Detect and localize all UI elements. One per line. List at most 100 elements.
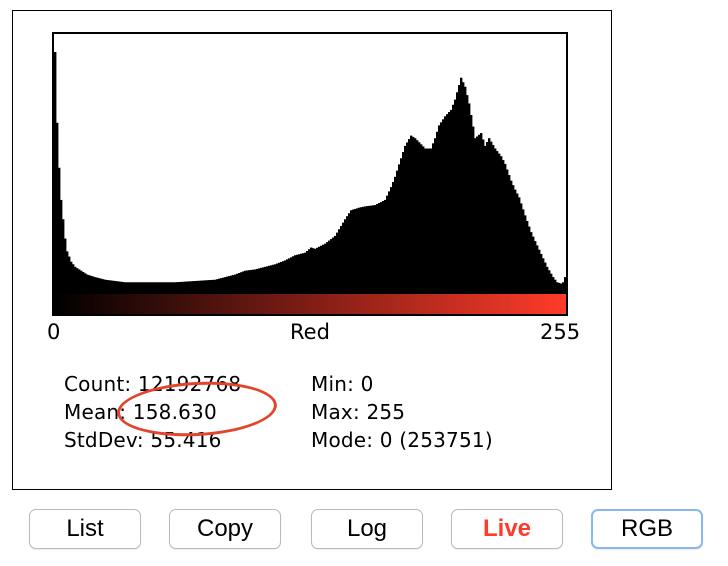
mean-value: 158.630 xyxy=(132,400,217,424)
histogram-bar xyxy=(178,282,181,290)
histogram-bar xyxy=(424,148,427,290)
histogram-bar xyxy=(524,215,527,290)
histogram-bar xyxy=(76,268,79,290)
axis-max-label: 255 xyxy=(540,320,581,344)
histogram-bar xyxy=(518,197,521,290)
histogram-bar xyxy=(316,247,319,290)
histogram-bar xyxy=(548,270,551,290)
histogram-bar xyxy=(474,138,477,290)
histogram-bar xyxy=(66,251,69,290)
histogram-bar xyxy=(94,277,97,290)
histogram-bar xyxy=(466,95,469,290)
histogram-bar xyxy=(340,225,343,290)
histogram-bar xyxy=(446,114,449,290)
histogram-bar xyxy=(504,163,507,290)
histogram-bar xyxy=(306,250,309,290)
axis-min-label: 0 xyxy=(47,320,61,344)
histogram-bar xyxy=(168,282,171,290)
histogram-bar xyxy=(206,280,209,290)
histogram-bar xyxy=(468,103,471,290)
histogram-bar xyxy=(256,268,259,290)
histogram-bar xyxy=(112,280,115,290)
histogram-bar xyxy=(116,281,119,290)
red-gradient-bar xyxy=(52,292,568,316)
histogram-bar xyxy=(384,199,387,290)
mode-label: Mode: xyxy=(311,428,374,452)
histogram-bar xyxy=(312,248,315,290)
histogram-bar xyxy=(156,282,159,290)
histogram-bar xyxy=(336,232,339,290)
histogram-bar xyxy=(190,281,193,290)
histogram-bar xyxy=(68,256,71,290)
list-button[interactable]: List xyxy=(29,509,141,549)
rgb-button[interactable]: RGB xyxy=(591,509,703,549)
histogram-bar xyxy=(88,275,91,290)
histogram-bar xyxy=(196,280,199,290)
histogram-bar xyxy=(288,258,291,290)
histogram-bar xyxy=(254,269,257,290)
histogram-bar xyxy=(478,134,481,290)
histogram-bar xyxy=(92,276,95,290)
histogram-bar xyxy=(120,281,123,290)
max-stat: Max: 255 xyxy=(311,398,493,426)
histogram-bar xyxy=(310,247,313,290)
histogram-bar xyxy=(244,270,247,290)
log-button[interactable]: Log xyxy=(311,509,423,549)
histogram-bar xyxy=(470,115,473,290)
histogram-bar xyxy=(222,277,225,290)
histogram-bar xyxy=(386,195,389,290)
histogram-bar xyxy=(394,176,397,290)
histogram-bar xyxy=(80,270,83,290)
histogram-bar xyxy=(352,209,355,290)
histogram-bar xyxy=(364,206,367,290)
count-label: Count: xyxy=(64,372,132,396)
histogram-bar xyxy=(438,125,441,290)
histogram-bar xyxy=(182,281,185,290)
live-button[interactable]: Live xyxy=(451,509,563,549)
histogram-bar xyxy=(392,181,395,290)
histogram-bar xyxy=(334,235,337,290)
histogram-bar xyxy=(546,266,549,290)
histogram-bar xyxy=(166,282,169,290)
histogram-bar xyxy=(366,206,369,290)
histogram-bar xyxy=(114,280,117,290)
histogram-bar xyxy=(460,77,463,290)
stddev-label: StdDev: xyxy=(64,428,144,452)
histogram-bar xyxy=(128,282,131,290)
histogram-bar xyxy=(530,232,533,290)
max-value: 255 xyxy=(366,400,406,424)
histogram-bar xyxy=(100,278,103,290)
histogram-bar xyxy=(234,274,237,290)
histogram-bar xyxy=(412,136,415,290)
stddev-stat: StdDev: 55.416 xyxy=(64,426,241,454)
histogram-bar xyxy=(416,140,419,290)
histogram-bar xyxy=(554,279,557,290)
histogram-bar xyxy=(184,281,187,290)
histogram-bar xyxy=(346,216,349,290)
histogram-bar xyxy=(532,236,535,290)
histogram-bar xyxy=(286,259,289,290)
histogram-bar xyxy=(528,226,531,290)
histogram-bar xyxy=(510,180,513,290)
histogram-bar xyxy=(344,219,347,290)
histogram-bar xyxy=(356,208,359,290)
histogram-bar xyxy=(90,275,93,290)
histogram-bar xyxy=(450,109,453,290)
histogram-bar xyxy=(452,104,455,290)
copy-button[interactable]: Copy xyxy=(169,509,281,549)
histogram-bar xyxy=(502,160,505,290)
histogram-bar xyxy=(362,206,365,290)
mean-label: Mean: xyxy=(64,400,127,424)
histogram-bar xyxy=(154,282,157,290)
histogram-bar xyxy=(226,276,229,290)
histogram-bar xyxy=(238,273,241,290)
histogram-bar xyxy=(512,185,515,290)
histogram-bar xyxy=(266,266,269,290)
histogram-bar xyxy=(534,241,537,290)
histogram-bar xyxy=(516,193,519,290)
histogram-bar xyxy=(212,279,215,290)
histogram-bar xyxy=(408,139,411,290)
histogram-bar xyxy=(264,266,267,290)
histogram-bar xyxy=(332,237,335,290)
histogram-bar xyxy=(250,269,253,290)
